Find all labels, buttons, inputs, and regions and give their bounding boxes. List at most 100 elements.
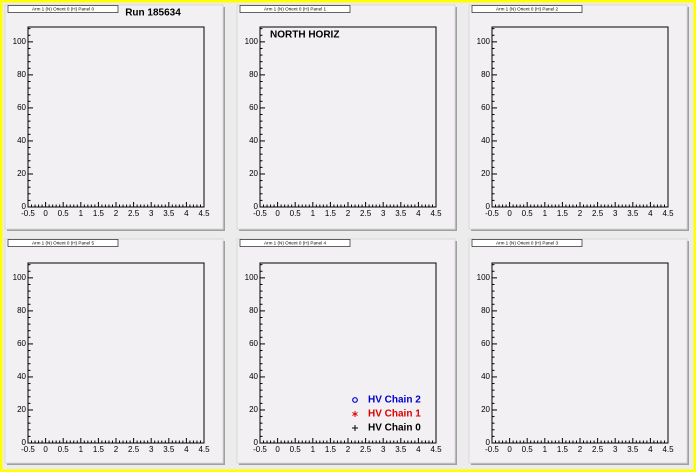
x-tick-label: 4.5 xyxy=(662,445,674,454)
title-box xyxy=(471,239,583,247)
x-tick-label: 2 xyxy=(346,445,351,454)
y-tick-label: 20 xyxy=(481,405,490,414)
y-tick-label: 20 xyxy=(481,169,490,178)
x-tick-label: 4.5 xyxy=(430,445,442,454)
x-tick-label: 1 xyxy=(543,445,548,454)
x-tick-label: -0.5 xyxy=(253,209,267,218)
x-tick-label: 2.5 xyxy=(128,209,140,218)
annotation: Run 185634 xyxy=(125,8,181,19)
x-tick-label: -0.5 xyxy=(253,445,267,454)
x-tick-label: 2.5 xyxy=(360,209,372,218)
y-tick-label: 0 xyxy=(254,202,259,211)
panel: Arm 1 (N) Orient 0 (H) Panel 0-0.5 0 0.5 1 1… xyxy=(4,4,225,231)
pad xyxy=(4,4,224,230)
x-tick-label: 1.5 xyxy=(325,209,337,218)
x-tick-label: 2 xyxy=(114,209,119,218)
x-tick-label: 4.5 xyxy=(430,209,442,218)
x-tick-label: 1.5 xyxy=(557,209,569,218)
y-tick-label: 80 xyxy=(17,70,26,79)
y-tick-label: 20 xyxy=(249,405,258,414)
panel: Arm 1 (N) Orient 0 (H) Panel 1-0.5 0 0.5 1 1… xyxy=(236,4,457,231)
pad xyxy=(468,4,688,230)
x-tick-label: 0 xyxy=(43,445,48,454)
x-tick-label: 4 xyxy=(416,445,421,454)
y-tick-label: 60 xyxy=(481,103,490,112)
x-tick-label: 2 xyxy=(578,209,583,218)
y-tick-label: 100 xyxy=(245,37,259,46)
y-tick-label: 20 xyxy=(17,169,26,178)
legend-marker xyxy=(352,397,358,403)
y-tick-label: 40 xyxy=(481,372,490,381)
x-tick-label: 0 xyxy=(507,209,512,218)
x-tick-label: 2.5 xyxy=(360,445,372,454)
x-tick-label: 0.5 xyxy=(522,445,534,454)
y-tick-label: 40 xyxy=(17,372,26,381)
x-tick-label: 3 xyxy=(149,445,154,454)
x-tick-label: -0.5 xyxy=(485,209,499,218)
y-tick-label: 80 xyxy=(249,70,258,79)
x-tick-label: 4.5 xyxy=(198,445,210,454)
x-tick-label: 3.5 xyxy=(627,445,639,454)
x-tick-label: 2 xyxy=(114,445,119,454)
y-tick-label: 20 xyxy=(17,405,26,414)
y-tick-label: 40 xyxy=(17,136,26,145)
y-tick-label: 60 xyxy=(17,339,26,348)
y-tick-label: 20 xyxy=(249,169,258,178)
x-tick-label: 4.5 xyxy=(198,209,210,218)
y-tick-label: 60 xyxy=(249,339,258,348)
pad xyxy=(236,4,456,230)
y-tick-label: 100 xyxy=(13,37,27,46)
panel-title: Arm 1 (N) Orient 0 (H) Panel 2 xyxy=(496,6,558,11)
x-tick-label: 1 xyxy=(79,209,84,218)
legend-label: HV Chain 0 xyxy=(368,423,421,434)
x-tick-label: 4 xyxy=(184,209,189,218)
x-tick-label: 0 xyxy=(275,445,280,454)
x-tick-label: 1 xyxy=(79,445,84,454)
x-tick-label: 0 xyxy=(507,445,512,454)
x-tick-label: 3.5 xyxy=(395,209,407,218)
pad xyxy=(468,238,688,464)
y-tick-label: 0 xyxy=(254,438,259,447)
x-tick-label: -0.5 xyxy=(21,209,35,218)
title-box xyxy=(239,239,351,247)
x-tick-label: 2.5 xyxy=(128,445,140,454)
panel-title: Arm 1 (N) Orient 0 (H) Panel 1 xyxy=(264,6,326,11)
panel-title: Arm 1 (N) Orient 0 (H) Panel 5 xyxy=(32,240,94,245)
y-tick-label: 80 xyxy=(481,306,490,315)
x-tick-label: 1.5 xyxy=(93,445,105,454)
pad xyxy=(236,238,456,464)
x-tick-label: 3.5 xyxy=(163,445,175,454)
x-tick-label: 3 xyxy=(381,209,386,218)
legend-label: HV Chain 2 xyxy=(368,395,421,406)
y-tick-label: 0 xyxy=(486,202,491,211)
y-tick-label: 80 xyxy=(249,306,258,315)
title-box xyxy=(7,5,119,13)
y-tick-label: 100 xyxy=(13,273,27,282)
x-tick-label: 3.5 xyxy=(163,209,175,218)
x-tick-label: 3 xyxy=(381,445,386,454)
y-tick-label: 100 xyxy=(245,273,259,282)
x-tick-label: 3 xyxy=(613,209,618,218)
y-tick-label: 0 xyxy=(22,438,27,447)
legend-label: HV Chain 1 xyxy=(368,409,421,420)
x-tick-label: 2 xyxy=(346,209,351,218)
x-tick-label: 1 xyxy=(311,445,316,454)
y-tick-label: 0 xyxy=(22,202,27,211)
x-tick-label: 0 xyxy=(43,209,48,218)
x-tick-label: 3.5 xyxy=(395,445,407,454)
x-tick-label: -0.5 xyxy=(485,445,499,454)
y-tick-label: 60 xyxy=(249,103,258,112)
x-tick-label: 0.5 xyxy=(58,209,70,218)
x-tick-label: 2 xyxy=(578,445,583,454)
x-tick-label: 1.5 xyxy=(325,445,337,454)
x-tick-label: 0 xyxy=(275,209,280,218)
x-tick-label: 4 xyxy=(648,209,653,218)
y-tick-label: 100 xyxy=(477,37,491,46)
panel: Arm 1 (N) Orient 0 (H) Panel 4-0.5 0 0.5 1 1… xyxy=(236,238,457,465)
x-tick-label: 1.5 xyxy=(557,445,569,454)
x-tick-label: 0.5 xyxy=(58,445,70,454)
x-tick-label: 4 xyxy=(648,445,653,454)
x-tick-label: 4 xyxy=(184,445,189,454)
annotation: NORTH HORIZ xyxy=(270,30,339,41)
